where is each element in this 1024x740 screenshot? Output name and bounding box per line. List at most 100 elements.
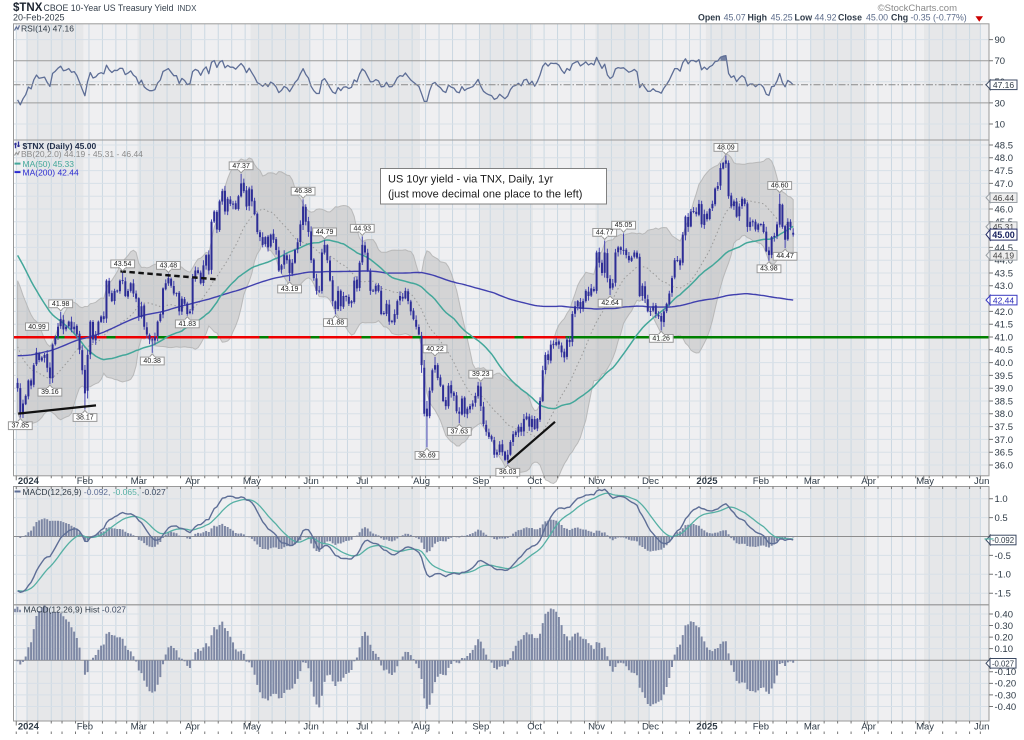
svg-text:2025: 2025 [696,722,718,733]
svg-text:Oct: Oct [527,722,542,733]
svg-text:2025: 2025 [696,476,718,487]
svg-text:-0.30: -0.30 [995,690,1017,701]
svg-text:Apr: Apr [861,476,876,487]
svg-text:41.83: 41.83 [179,321,197,328]
svg-text:39.0: 39.0 [995,384,1014,395]
svg-text:0.10: 0.10 [995,644,1014,655]
svg-text:47.16: 47.16 [993,80,1015,90]
svg-text:Dec: Dec [642,722,659,733]
svg-text:Aug: Aug [413,722,430,733]
svg-text:42.0: 42.0 [995,307,1014,318]
svg-text:45.00: 45.00 [992,230,1015,240]
svg-text:Jun: Jun [974,722,989,733]
svg-text:Dec: Dec [642,476,659,487]
svg-text:Jun: Jun [303,476,318,487]
svg-text:37.85: 37.85 [12,423,30,430]
svg-text:Feb: Feb [77,722,93,733]
svg-text:39.23: 39.23 [472,371,490,378]
svg-text:38.0: 38.0 [995,409,1014,420]
svg-text:38.17: 38.17 [76,414,94,421]
svg-text:37.0: 37.0 [995,435,1014,446]
svg-text:Apr: Apr [861,722,876,733]
svg-text:90: 90 [995,35,1006,46]
svg-text:37.5: 37.5 [995,422,1014,433]
svg-text:47.5: 47.5 [995,166,1014,177]
svg-text:44.93: 44.93 [354,225,372,232]
svg-text:48.09: 48.09 [717,144,735,151]
svg-text:Apr: Apr [185,476,200,487]
svg-text:Mar: Mar [804,722,820,733]
svg-text:44.77: 44.77 [596,229,614,236]
svg-text:Oct: Oct [527,476,542,487]
svg-text:43.19: 43.19 [281,286,299,293]
svg-text:RSI(14) 47.16: RSI(14) 47.16 [21,23,74,33]
svg-text:$TNX (Daily) 45.00: $TNX (Daily) 45.00 [23,141,97,151]
svg-text:Jul: Jul [356,722,368,733]
svg-text:Mar: Mar [804,476,820,487]
svg-text:Mar: Mar [131,722,147,733]
svg-text:INDX: INDX [177,4,197,13]
svg-text:-1.0: -1.0 [995,570,1011,581]
svg-text:MACD(12,26,9) -0.092, -0.065,: MACD(12,26,9) -0.092, -0.065, -0.027 [23,487,166,497]
svg-text:-0.027: -0.027 [992,660,1014,669]
svg-text:0.40: 0.40 [995,609,1014,620]
svg-text:41.88: 41.88 [327,320,345,327]
svg-text:43.98: 43.98 [760,266,778,273]
svg-text:2024: 2024 [18,722,40,733]
svg-text:36.5: 36.5 [995,448,1014,459]
svg-text:Sep: Sep [472,476,489,487]
svg-text:0.20: 0.20 [995,633,1014,644]
svg-text:-0.10: -0.10 [995,667,1017,678]
svg-text:38.5: 38.5 [995,396,1014,407]
svg-text:39.16: 39.16 [41,389,59,396]
svg-text:-1.5: -1.5 [995,589,1011,600]
svg-text:$TNX: $TNX [13,2,43,14]
svg-text:43.5: 43.5 [995,268,1014,279]
svg-text:40.38: 40.38 [143,358,161,365]
svg-text:10: 10 [995,119,1006,130]
svg-text:44.19: 44.19 [993,251,1015,261]
svg-text:1.0: 1.0 [995,494,1008,505]
svg-text:0.5: 0.5 [995,513,1008,524]
svg-text:41.5: 41.5 [995,320,1014,331]
svg-text:MA(50) 45.33: MA(50) 45.33 [23,159,75,169]
svg-text:Feb: Feb [77,476,93,487]
svg-text:42.64: 42.64 [601,300,619,307]
svg-text:45.05: 45.05 [615,222,633,229]
svg-text:Apr: Apr [185,722,200,733]
svg-text:36.0: 36.0 [995,460,1014,471]
svg-text:36.03: 36.03 [499,469,517,476]
svg-text:20-Feb-2025: 20-Feb-2025 [13,13,65,23]
svg-text:70: 70 [995,56,1006,67]
svg-text:Jun: Jun [303,722,318,733]
svg-text:43.0: 43.0 [995,281,1014,292]
svg-text:Feb: Feb [753,722,769,733]
svg-text:BB(20,2.0) 44.19 - 45.31 - 46.: BB(20,2.0) 44.19 - 45.31 - 46.44 [21,149,143,159]
svg-text:Nov: Nov [588,476,605,487]
svg-text:40.0: 40.0 [995,358,1014,369]
svg-text:48.0: 48.0 [995,153,1014,164]
svg-text:40.5: 40.5 [995,345,1014,356]
svg-text:46.60: 46.60 [771,183,789,190]
svg-text:-0.5: -0.5 [995,551,1011,562]
svg-text:45.31: 45.31 [993,222,1015,232]
svg-text:41.98: 41.98 [52,301,70,308]
svg-text:2024: 2024 [18,476,40,487]
svg-text:40.99: 40.99 [28,324,46,331]
svg-text:47.0: 47.0 [995,179,1014,190]
svg-text:MA(200) 42.44: MA(200) 42.44 [23,167,79,177]
svg-text:CBOE 10-Year US Treasury Yield: CBOE 10-Year US Treasury Yield [44,3,174,14]
svg-text:MACD(12,26,9) Hist -0.027: MACD(12,26,9) Hist -0.027 [24,604,127,614]
svg-text:Feb: Feb [753,476,769,487]
svg-text:43.48: 43.48 [160,262,178,269]
svg-text:44.47: 44.47 [776,253,794,260]
svg-text:43.54: 43.54 [114,261,132,268]
svg-text:47.37: 47.37 [232,163,250,170]
svg-text:44.5: 44.5 [995,243,1014,254]
svg-text:46.0: 46.0 [995,204,1014,215]
svg-text:Jun: Jun [974,476,989,487]
svg-text:36.69: 36.69 [418,452,436,459]
svg-text:May: May [243,722,261,733]
svg-text:Aug: Aug [413,476,430,487]
